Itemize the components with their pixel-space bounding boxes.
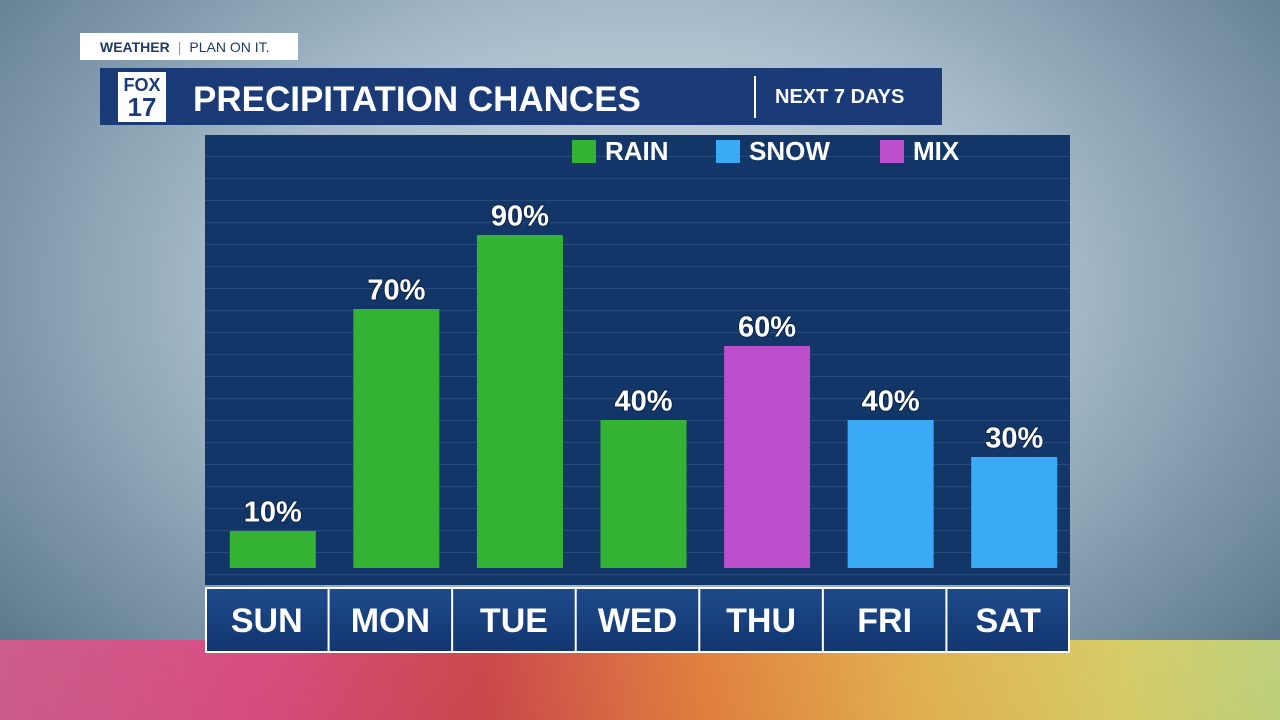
header: FOX 17 PRECIPITATION CHANCES NEXT 7 DAYS xyxy=(100,68,942,125)
logo-bottom: 17 xyxy=(127,92,157,122)
slogan: PLAN ON IT. xyxy=(189,38,270,55)
legend-label: SNOW xyxy=(749,136,830,166)
category-strip xyxy=(205,587,1070,653)
legend-label: MIX xyxy=(913,136,960,166)
value-label: 10% xyxy=(244,497,302,529)
bar xyxy=(847,420,934,568)
value-label: 60% xyxy=(738,312,796,344)
logo-top: FOX xyxy=(123,75,161,95)
value-label: 90% xyxy=(491,201,549,233)
x-tick-label: THU xyxy=(726,602,796,640)
value-label: 40% xyxy=(614,386,672,418)
x-tick-label: WED xyxy=(598,602,677,640)
bar xyxy=(600,420,687,568)
bar xyxy=(229,531,316,568)
legend-swatch xyxy=(572,140,596,163)
x-tick-label: FRI xyxy=(857,602,912,640)
umbrella xyxy=(0,640,1280,720)
legend-swatch xyxy=(880,140,904,163)
x-tick-label: TUE xyxy=(480,602,548,640)
bar xyxy=(971,457,1058,568)
bar xyxy=(476,235,563,568)
x-tick-label: SAT xyxy=(975,602,1041,640)
x-tick-label: SUN xyxy=(231,602,303,640)
bar xyxy=(724,346,811,568)
value-label: 40% xyxy=(862,386,920,418)
legend-label: RAIN xyxy=(605,136,669,166)
legend-swatch xyxy=(716,140,740,163)
brand-tag: WEATHER | PLAN ON IT. xyxy=(80,33,298,60)
x-tick-label: MON xyxy=(351,602,430,640)
logo: FOX 17 xyxy=(118,72,166,122)
chart-subtitle: NEXT 7 DAYS xyxy=(775,86,905,108)
bar xyxy=(353,309,440,568)
tag: WEATHER xyxy=(100,38,170,55)
value-label: 70% xyxy=(367,275,425,307)
chart-title: PRECIPITATION CHANCES xyxy=(193,80,641,119)
divider xyxy=(754,76,756,118)
value-label: 30% xyxy=(985,423,1043,455)
